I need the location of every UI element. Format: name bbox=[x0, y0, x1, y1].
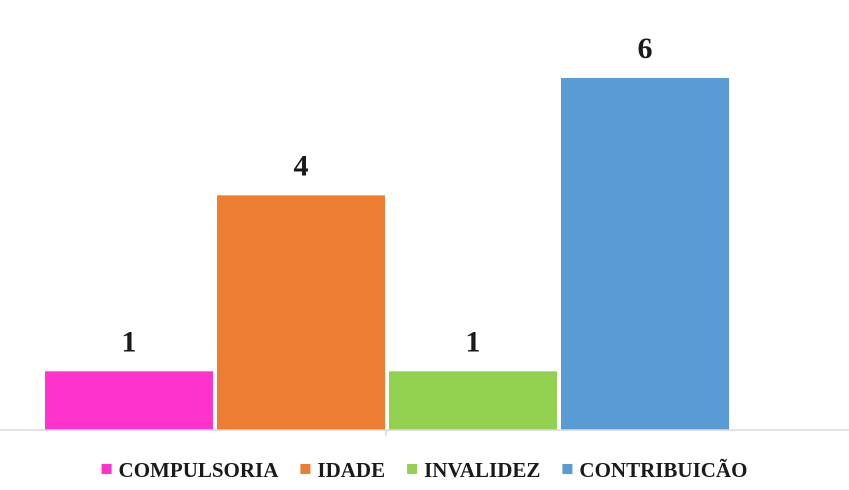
legend-swatch-invalidez bbox=[407, 464, 418, 474]
legend-swatch-contribuicao bbox=[562, 464, 573, 474]
legend-label-idade: IDADE bbox=[317, 458, 385, 482]
legend-item-idade: IDADE bbox=[300, 458, 385, 482]
legend: COMPULSORIA IDADE INVALIDEZ CONTRIBUICÃO bbox=[101, 458, 747, 482]
legend-swatch-compulsoria bbox=[101, 464, 112, 474]
legend-item-contribuicao: CONTRIBUICÃO bbox=[562, 458, 747, 482]
bar-idade bbox=[217, 195, 385, 430]
data-labels-layer: 1 4 1 6 bbox=[122, 32, 653, 358]
data-label-compulsoria: 1 bbox=[122, 325, 137, 358]
data-label-idade: 4 bbox=[294, 149, 309, 182]
legend-label-compulsoria: COMPULSORIA bbox=[119, 458, 280, 482]
legend-item-compulsoria: COMPULSORIA bbox=[101, 458, 280, 482]
legend-label-contribuicao: CONTRIBUICÃO bbox=[579, 458, 747, 482]
legend-item-invalidez: INVALIDEZ bbox=[407, 458, 540, 482]
legend-swatch-idade bbox=[300, 464, 311, 474]
bar-contribuicao bbox=[561, 78, 729, 430]
data-label-contribuicao: 6 bbox=[638, 32, 653, 65]
legend-label-invalidez: INVALIDEZ bbox=[424, 458, 540, 482]
data-label-invalidez: 1 bbox=[466, 325, 481, 358]
bar-compulsoria bbox=[45, 371, 213, 430]
bars-layer bbox=[45, 78, 729, 430]
bar-invalidez bbox=[389, 371, 557, 430]
